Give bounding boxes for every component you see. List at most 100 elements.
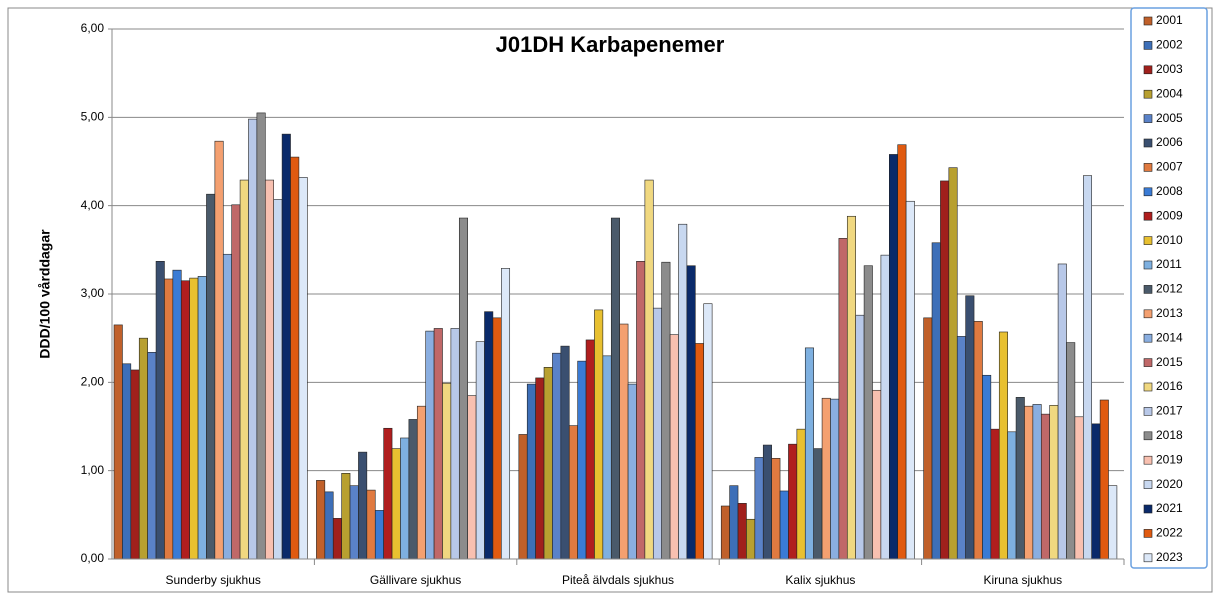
bar	[1066, 342, 1076, 560]
bar	[189, 277, 199, 560]
bar	[231, 204, 241, 560]
bar	[821, 397, 831, 560]
y-tick-label: 4,00	[81, 198, 105, 212]
legend-swatch	[1143, 407, 1153, 416]
bar	[535, 377, 545, 560]
bar	[324, 491, 334, 560]
bar	[298, 177, 308, 560]
bar	[526, 383, 536, 560]
bar	[501, 268, 511, 560]
legend-label: 2018	[1156, 428, 1183, 442]
bar	[594, 309, 604, 560]
bar	[214, 140, 224, 560]
bar	[568, 425, 578, 560]
legend-swatch	[1143, 553, 1153, 563]
bar	[661, 261, 671, 560]
legend-swatch	[1143, 41, 1153, 50]
legend-label: 2007	[1156, 160, 1183, 174]
legend-swatch	[1143, 358, 1153, 367]
bar	[627, 383, 637, 560]
bar	[408, 419, 418, 560]
legend-swatch	[1143, 260, 1153, 270]
bar	[391, 448, 401, 560]
bar	[1083, 175, 1093, 560]
bar	[400, 437, 410, 560]
bar	[619, 323, 629, 560]
bar	[754, 457, 764, 560]
bar	[1074, 416, 1084, 560]
bar	[467, 395, 477, 560]
x-tick-label: Piteå älvdals sjukhus	[562, 573, 674, 587]
bar	[239, 179, 249, 560]
legend-label: 2003	[1156, 62, 1183, 76]
bar	[358, 451, 368, 560]
bar	[264, 179, 274, 560]
bar	[155, 261, 165, 560]
bar	[316, 480, 326, 560]
bar	[931, 242, 941, 560]
y-tick-label: 6,00	[81, 21, 105, 35]
bar	[720, 505, 730, 560]
y-tick-label: 3,00	[81, 286, 105, 300]
x-tick-label: Kalix sjukhus	[785, 573, 855, 587]
bar	[1091, 423, 1101, 560]
legend-swatch	[1143, 382, 1153, 392]
bar	[965, 295, 975, 560]
bar	[1015, 397, 1025, 560]
bar	[948, 167, 958, 560]
legend-swatch	[1143, 455, 1153, 465]
bar	[686, 265, 696, 560]
bar	[484, 311, 494, 560]
legend-label: 2002	[1156, 38, 1183, 52]
bar	[552, 352, 562, 560]
bar	[771, 457, 781, 560]
bar	[138, 337, 148, 560]
bar	[256, 112, 266, 560]
bar	[669, 334, 679, 560]
bar	[172, 269, 182, 560]
legend-swatch	[1143, 16, 1153, 26]
legend-label: 2010	[1156, 233, 1183, 247]
y-tick-label: 2,00	[81, 375, 105, 389]
bar	[796, 428, 806, 560]
bar	[366, 489, 376, 560]
bar	[180, 280, 190, 560]
legend-label: 2017	[1156, 404, 1183, 418]
bar	[804, 347, 814, 560]
bar	[762, 444, 772, 560]
legend-label: 2020	[1156, 477, 1183, 491]
bar	[678, 223, 688, 560]
legend-label: 2008	[1156, 184, 1183, 198]
bar	[863, 265, 873, 560]
legend-swatch	[1143, 504, 1153, 514]
bar	[838, 238, 848, 560]
legend-label: 2023	[1156, 550, 1183, 564]
bar	[475, 341, 485, 560]
bar	[788, 443, 798, 560]
bar	[458, 217, 468, 560]
bar	[982, 374, 992, 560]
bar	[636, 261, 646, 560]
bar	[779, 490, 789, 560]
legend-swatch	[1143, 89, 1153, 99]
legend-label: 2021	[1156, 501, 1183, 515]
legend-label: 2012	[1156, 282, 1183, 296]
bar	[1032, 404, 1042, 560]
bar	[729, 485, 739, 560]
bar	[813, 448, 823, 560]
bar	[830, 398, 840, 560]
legend-label: 2004	[1156, 86, 1183, 100]
bar	[383, 427, 393, 560]
y-axis-label: DDD/100 vårddagar	[37, 229, 53, 359]
y-tick-label: 1,00	[81, 463, 105, 477]
bar	[543, 367, 553, 560]
legend-swatch	[1143, 431, 1153, 441]
bar	[644, 179, 654, 560]
bar	[349, 485, 359, 560]
bar	[1057, 263, 1067, 560]
bar	[374, 510, 384, 560]
bar	[846, 215, 856, 560]
bar	[130, 369, 140, 560]
bar	[652, 307, 662, 560]
bar	[248, 118, 258, 560]
